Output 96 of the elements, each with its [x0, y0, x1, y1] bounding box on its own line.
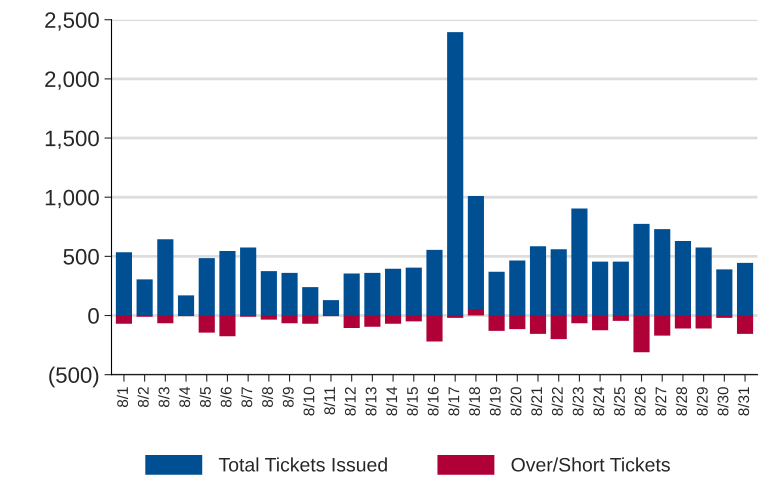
- x-tick-label: 8/26: [634, 387, 646, 416]
- bar: [281, 316, 298, 324]
- x-tick-label: 8/18: [468, 387, 480, 416]
- x-tick-label: 8/25: [614, 387, 625, 416]
- bar: [550, 249, 567, 316]
- bar: [468, 309, 484, 316]
- bar: [426, 316, 443, 342]
- bar: [344, 316, 360, 328]
- x-tick-label: 8/23: [572, 387, 584, 416]
- y-tick-label: 2,000: [45, 71, 99, 90]
- bar: [116, 252, 132, 316]
- bar: [364, 316, 380, 327]
- bar: [447, 32, 464, 316]
- y-tick-label: 1,000: [46, 190, 99, 208]
- bar: [406, 268, 422, 316]
- x-tick-label: 8/20: [510, 387, 522, 416]
- x-tick-label: 8/30: [717, 387, 728, 416]
- bar: [509, 260, 526, 316]
- x-tick-label: 8/24: [592, 386, 604, 416]
- bar: [344, 274, 360, 316]
- bar: [488, 272, 505, 316]
- x-tick-label: 8/15: [406, 387, 418, 416]
- x-tick-label: 8/8: [262, 387, 273, 408]
- bar: [219, 251, 236, 316]
- bar: [696, 247, 712, 316]
- x-tick-label: 8/6: [220, 387, 232, 408]
- x-tick-label: 8/1: [116, 387, 128, 408]
- y-tick-label: 500: [64, 248, 99, 265]
- bar: [633, 316, 650, 352]
- bar: [654, 316, 670, 336]
- x-tick-label: 8/7: [241, 387, 252, 408]
- bar: [116, 316, 132, 324]
- bar: [302, 287, 318, 316]
- bar: [696, 316, 712, 329]
- bar: [426, 250, 443, 316]
- bar: [612, 262, 629, 316]
- x-tick-label: 8/12: [344, 387, 356, 416]
- x-tick-label: 8/2: [138, 387, 149, 408]
- bar: [736, 316, 754, 334]
- bar: [550, 316, 567, 340]
- x-tick-label: 8/21: [530, 387, 542, 416]
- bar: [674, 240, 692, 316]
- x-tick-label: 8/16: [427, 387, 439, 416]
- bar: [592, 262, 608, 316]
- y-tick-label: 0: [88, 308, 99, 324]
- bar: [198, 316, 215, 333]
- bar: [509, 316, 526, 330]
- bar: [592, 316, 608, 330]
- y-tick-label: 2,500: [45, 12, 99, 31]
- x-tick-label: 8/19: [489, 387, 501, 416]
- bar: [281, 272, 298, 316]
- x-tick-label: 8/5: [200, 387, 211, 408]
- bar: [654, 229, 670, 316]
- bar: [736, 262, 754, 316]
- x-tick-label: 8/3: [158, 387, 170, 408]
- x-tick-label: 8/13: [365, 387, 376, 416]
- bar: [571, 208, 588, 316]
- bar: [468, 196, 484, 310]
- bar: [198, 258, 215, 316]
- bar: [136, 279, 153, 316]
- bar: [488, 316, 505, 331]
- x-tick-label: 8/10: [303, 387, 314, 416]
- bar: [322, 300, 340, 316]
- x-tick-label: 8/29: [696, 387, 708, 416]
- bar: [219, 316, 236, 336]
- bar: [302, 316, 318, 324]
- bar: [406, 316, 422, 322]
- x-tick-label: 8/27: [655, 387, 666, 416]
- bar: [157, 316, 174, 324]
- bar: [571, 316, 588, 324]
- x-tick-label: 8/11: [324, 387, 336, 414]
- bar: [157, 239, 174, 316]
- bar: [385, 268, 402, 316]
- bar: [633, 224, 650, 316]
- legend-label: Over/Short Tickets: [512, 457, 670, 472]
- x-tick-label: 8/9: [282, 387, 294, 408]
- bar: [385, 316, 402, 324]
- bar: [716, 269, 732, 316]
- bar: [260, 316, 277, 320]
- x-tick-label: 8/31: [738, 387, 750, 416]
- bar: [240, 247, 256, 316]
- x-tick-label: 8/22: [552, 387, 563, 416]
- bar: [612, 316, 629, 321]
- bar: [530, 246, 546, 316]
- legend-label: Total Tickets Issued: [218, 457, 387, 472]
- bar: [364, 272, 380, 316]
- bar: [530, 316, 546, 334]
- bar: [260, 271, 277, 316]
- y-tick-label: 1,500: [46, 130, 99, 149]
- bar: [674, 316, 692, 329]
- bar: [178, 295, 194, 316]
- x-tick-label: 8/4: [178, 386, 190, 408]
- x-tick-label: 8/17: [448, 387, 460, 416]
- x-tick-label: 8/28: [676, 387, 688, 416]
- x-tick-label: 8/14: [386, 386, 398, 416]
- y-tick-label: (500): [49, 366, 98, 388]
